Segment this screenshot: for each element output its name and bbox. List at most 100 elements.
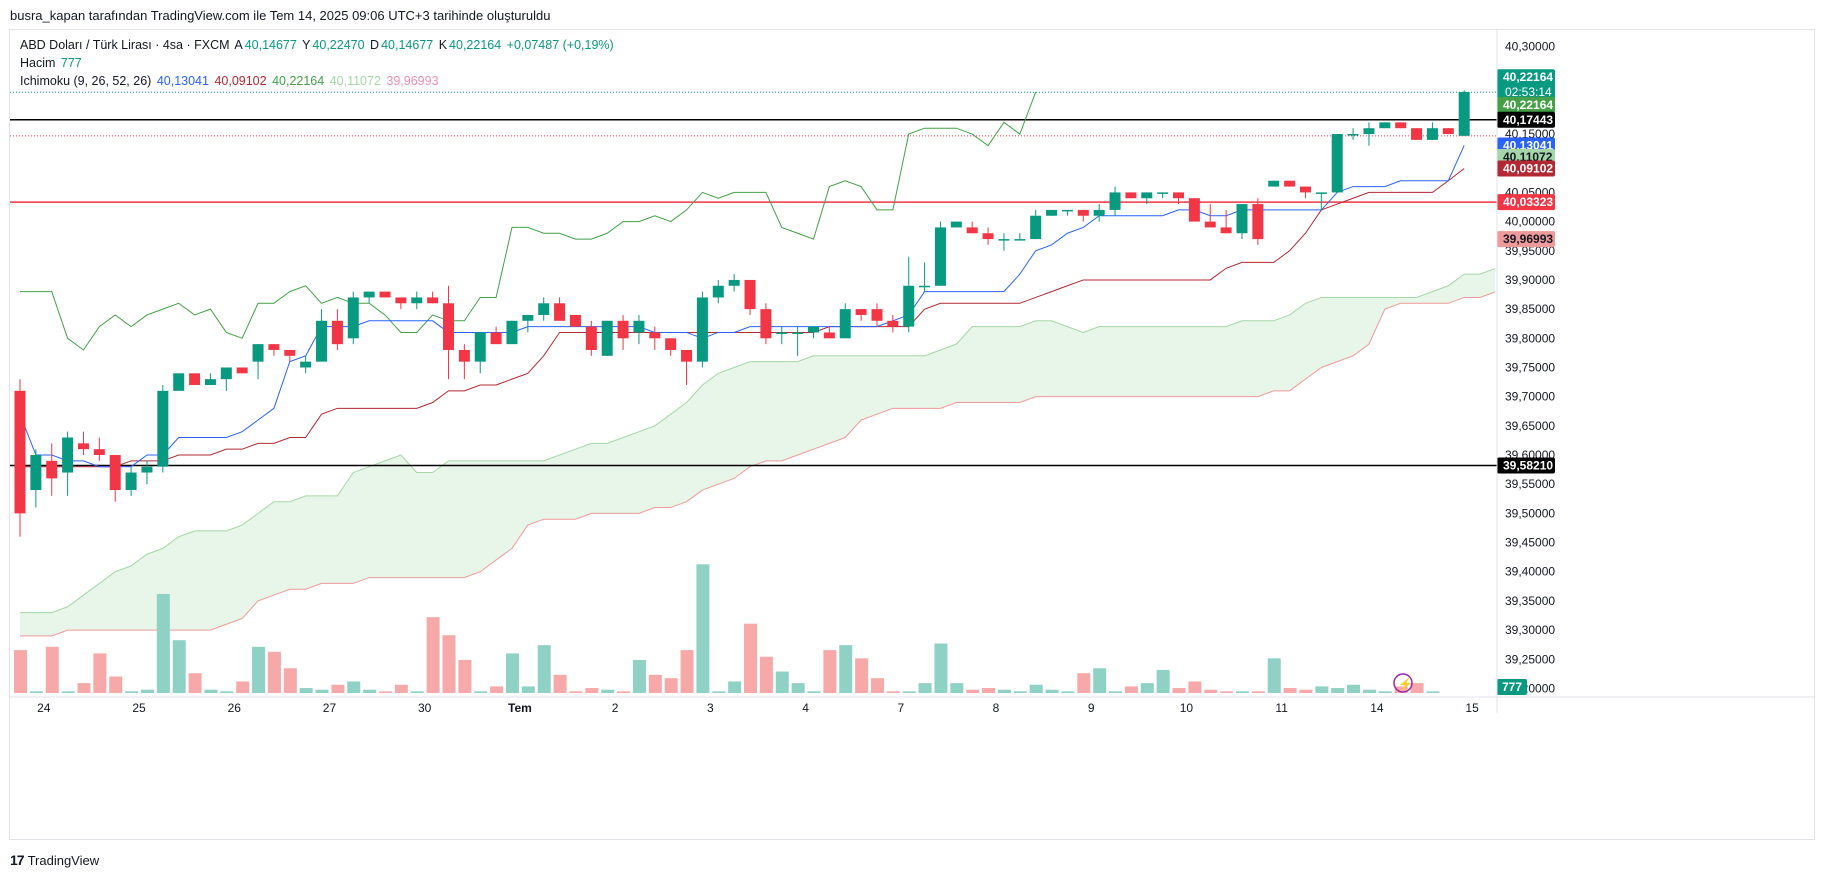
candle[interactable] [458, 349, 470, 362]
footer-brand[interactable]: 17 TradingView [10, 852, 99, 868]
candle[interactable] [1109, 192, 1121, 210]
candle[interactable] [649, 332, 661, 339]
candle[interactable] [220, 367, 232, 380]
candle[interactable] [316, 320, 328, 362]
candle[interactable] [204, 379, 216, 385]
candle[interactable] [300, 361, 312, 368]
candle[interactable] [46, 460, 58, 479]
candle[interactable] [125, 472, 137, 491]
candle[interactable] [665, 338, 677, 350]
flash-icon[interactable] [1393, 673, 1413, 693]
candle[interactable] [1188, 198, 1200, 222]
candle[interactable] [236, 367, 248, 374]
candle[interactable] [934, 227, 946, 286]
candle[interactable] [1046, 209, 1058, 216]
candle[interactable] [744, 279, 756, 310]
candle[interactable] [633, 320, 645, 333]
candle[interactable] [776, 332, 788, 334]
candle[interactable] [1173, 192, 1185, 199]
candle[interactable] [173, 373, 185, 391]
candle[interactable] [919, 285, 931, 288]
candle[interactable] [1426, 128, 1438, 140]
candle[interactable] [1220, 227, 1232, 234]
candle[interactable] [331, 320, 343, 345]
candle[interactable] [1458, 92, 1470, 136]
candle[interactable] [1442, 128, 1454, 135]
candle[interactable] [1014, 239, 1026, 241]
candle[interactable] [855, 309, 867, 315]
candle[interactable] [760, 309, 772, 339]
candle[interactable] [681, 349, 693, 362]
candle[interactable] [712, 285, 724, 298]
candle[interactable] [109, 455, 121, 491]
candle[interactable] [1363, 128, 1375, 135]
candle[interactable] [569, 314, 581, 327]
candle[interactable] [62, 437, 74, 473]
candle[interactable] [728, 279, 740, 286]
candle[interactable] [1315, 192, 1327, 194]
candle[interactable] [950, 221, 962, 228]
candle[interactable] [617, 320, 629, 339]
candle[interactable] [1411, 128, 1423, 140]
candle[interactable] [1268, 180, 1280, 187]
candle[interactable] [284, 349, 296, 356]
candle[interactable] [347, 297, 359, 339]
candle[interactable] [157, 390, 169, 467]
ichimoku-legend[interactable]: Ichimoku (9, 26, 52, 26) 40,13041 40,091… [20, 74, 441, 88]
candle[interactable] [141, 466, 153, 473]
candle[interactable] [363, 291, 375, 298]
candle[interactable] [696, 297, 708, 362]
candle[interactable] [379, 291, 391, 298]
candle[interactable] [1061, 209, 1073, 212]
candle[interactable] [887, 320, 899, 327]
base-badge-bg [1497, 160, 1555, 177]
candle[interactable] [538, 303, 550, 315]
candle[interactable] [442, 303, 454, 350]
candle[interactable] [823, 332, 835, 339]
candle[interactable] [1331, 134, 1343, 193]
candle[interactable] [1379, 122, 1391, 129]
candle[interactable] [1093, 209, 1105, 216]
candle[interactable] [474, 332, 486, 362]
candle[interactable] [189, 373, 201, 385]
candle[interactable] [411, 297, 423, 304]
candle[interactable] [1077, 209, 1089, 216]
candle[interactable] [982, 233, 994, 240]
candle[interactable] [1252, 204, 1264, 240]
volume-bar [188, 673, 202, 693]
candle[interactable] [506, 320, 518, 345]
candle[interactable] [522, 314, 534, 321]
candle[interactable] [554, 303, 566, 321]
candle[interactable] [395, 297, 407, 304]
candle[interactable] [1125, 192, 1137, 199]
candle[interactable] [601, 320, 613, 356]
candle[interactable] [839, 309, 851, 339]
candle[interactable] [1395, 122, 1407, 129]
candle[interactable] [966, 227, 978, 234]
candle[interactable] [1284, 180, 1296, 187]
volume-legend[interactable]: Hacim 777 [20, 56, 84, 70]
candle[interactable] [30, 455, 42, 491]
candle[interactable] [1141, 192, 1153, 199]
candle[interactable] [427, 297, 439, 304]
candle[interactable] [93, 449, 105, 456]
candle[interactable] [1299, 186, 1311, 193]
candle[interactable] [1347, 134, 1359, 136]
candle[interactable] [252, 344, 264, 362]
candle[interactable] [1236, 204, 1248, 234]
candle[interactable] [998, 239, 1010, 241]
candle[interactable] [871, 309, 883, 321]
candle[interactable] [903, 285, 915, 327]
candle[interactable] [14, 390, 26, 514]
candle[interactable] [1030, 215, 1042, 240]
candle[interactable] [77, 443, 89, 450]
candle[interactable] [490, 332, 502, 345]
candle[interactable] [1204, 221, 1216, 228]
candle[interactable] [792, 332, 804, 334]
symbol-name[interactable]: ABD Doları / Türk Lirası · 4sa · FXCM [20, 38, 230, 52]
candle[interactable] [808, 326, 819, 333]
candle[interactable] [585, 326, 597, 350]
candle[interactable] [268, 344, 280, 350]
candle[interactable] [1157, 192, 1169, 194]
